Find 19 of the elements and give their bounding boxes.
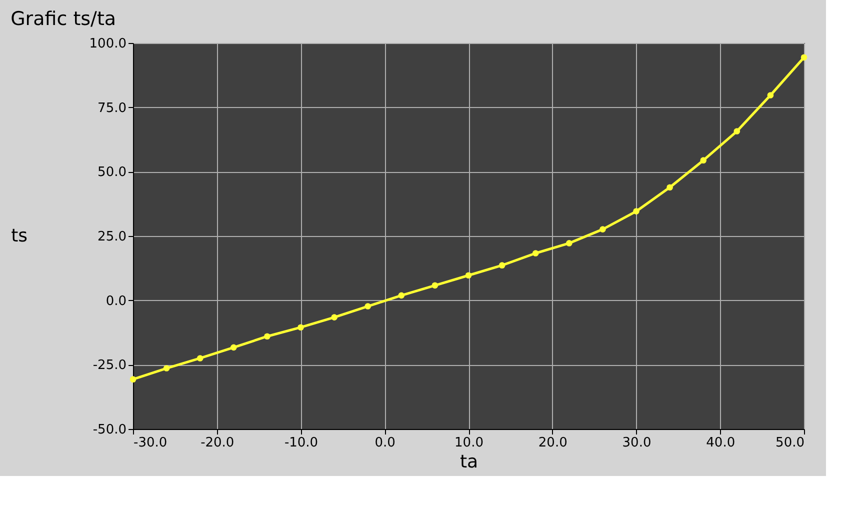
y-tick-label: 0.0 bbox=[106, 294, 126, 309]
x-tick-label: -10.0 bbox=[284, 436, 318, 450]
x-tick-label: -30.0 bbox=[134, 436, 168, 450]
x-tick-label: 10.0 bbox=[454, 436, 484, 450]
chart-title: Grafic ts/ta bbox=[10, 8, 116, 30]
y-tick-label: 100.0 bbox=[89, 36, 126, 52]
y-tick-label: -25.0 bbox=[92, 358, 126, 374]
y-tick-label: 25.0 bbox=[98, 230, 126, 244]
y-tick-label: -50.0 bbox=[92, 422, 126, 438]
y-tick-label: 50.0 bbox=[98, 165, 126, 180]
x-tick-label: 0.0 bbox=[374, 436, 396, 450]
x-axis-title: ta bbox=[460, 452, 478, 472]
y-axis-title: ts bbox=[11, 226, 28, 246]
x-tick-label: -20.0 bbox=[200, 436, 234, 450]
x-tick-label: 50.0 bbox=[776, 436, 804, 450]
x-tick-label: 20.0 bbox=[538, 436, 568, 450]
y-tick-label: 75.0 bbox=[98, 100, 126, 116]
x-tick-label: 30.0 bbox=[622, 436, 652, 450]
x-tick-label: 40.0 bbox=[706, 436, 736, 450]
